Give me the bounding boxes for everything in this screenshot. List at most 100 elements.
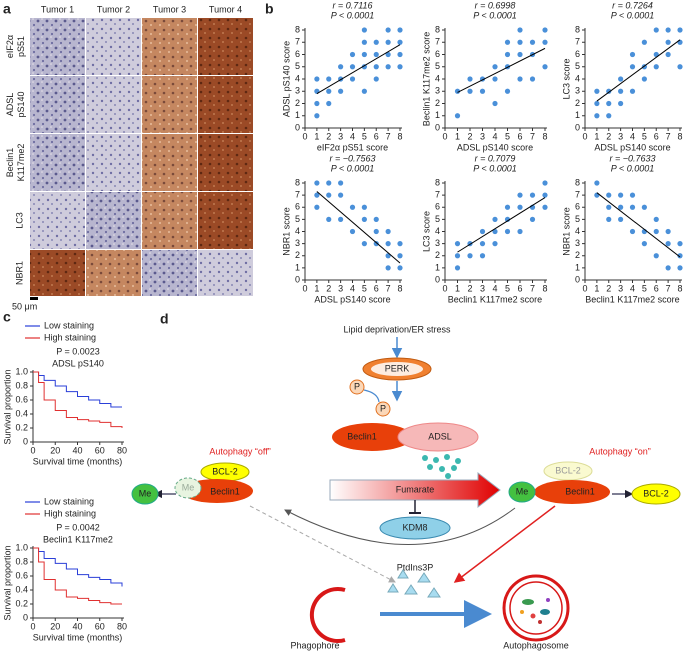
point: [665, 265, 671, 271]
y-tick-label: 0: [575, 122, 580, 132]
ihc-image: [198, 18, 253, 75]
point: [492, 64, 498, 70]
x-tick-label: 1: [455, 283, 460, 293]
point: [361, 51, 367, 58]
x-axis-label: ADSL pS140 score: [314, 294, 390, 304]
x-tick-label: 8: [397, 283, 402, 293]
point: [529, 76, 536, 82]
legend-label: Low staining: [44, 320, 94, 330]
y-tick-label: 8: [435, 24, 440, 34]
point: [606, 113, 612, 119]
y-tick-label: 0.8: [15, 556, 28, 566]
x-tick-label: 6: [517, 131, 522, 141]
x-tick-label: 0: [302, 131, 307, 141]
x-tick-label: 3: [338, 131, 343, 141]
y-tick-label: 8: [575, 177, 580, 187]
x-tick-label: 7: [386, 283, 391, 293]
ihc-image: [198, 192, 253, 249]
ihc-image: [30, 192, 85, 249]
y-tick-label: 6: [435, 202, 440, 212]
y-tick-label: 7: [575, 190, 580, 200]
point: [618, 76, 624, 82]
point: [594, 88, 600, 94]
x-axis-label: Survival time (months): [33, 456, 123, 466]
y-tick-label: 8: [295, 177, 300, 187]
x-tick-label: 7: [530, 283, 535, 293]
x-tick-label: 80: [117, 621, 127, 631]
point: [629, 192, 636, 198]
point: [326, 192, 332, 198]
y-tick-label: 5: [575, 61, 580, 71]
point: [606, 192, 612, 198]
point: [618, 100, 624, 107]
row-label: LC3: [14, 212, 24, 229]
beclin1-node: [332, 423, 412, 451]
point: [397, 265, 403, 271]
ihc-image: [198, 250, 253, 296]
x-tick-label: 2: [467, 283, 472, 293]
row-label: ADSLpS140: [5, 91, 26, 117]
point: [677, 27, 683, 33]
x-tick-label: 8: [542, 131, 547, 141]
point: [653, 228, 659, 235]
y-tick-label: 1: [575, 110, 580, 120]
y-axis-label: Survival proportion: [2, 369, 12, 444]
x-tick-label: 4: [492, 283, 497, 293]
y-tick-label: 1: [435, 110, 440, 120]
point: [665, 39, 671, 45]
column-label: Tumor 1: [41, 4, 74, 14]
y-tick-label: 4: [575, 226, 580, 236]
point: [385, 51, 391, 58]
x-tick-label: 3: [480, 283, 485, 293]
me-ghost: [174, 477, 202, 499]
chart-subtitle: P < 0.0001: [473, 163, 516, 173]
point: [385, 64, 391, 70]
point: [467, 76, 473, 82]
panel-a: a Tumor 1 Tumor 2 Tumor 3 Tumor 4 eIF2αpS51 AD…: [3, 1, 253, 311]
autophagy-off: Autophagy “off”: [209, 446, 270, 456]
x-tick-label: 0: [582, 283, 587, 293]
y-tick-label: 6: [295, 202, 300, 212]
y-tick-label: 3: [295, 238, 300, 248]
point: [492, 76, 498, 82]
bcl2-label: BCL-2: [212, 466, 238, 476]
y-tick-label: 0: [435, 122, 440, 132]
point: [479, 241, 486, 247]
x-tick-label: 5: [642, 283, 647, 293]
y-tick-label: 3: [435, 238, 440, 248]
x-tick-label: 40: [72, 621, 82, 631]
fit-line: [316, 44, 401, 95]
x-axis-label: eIF2α pS51 score: [317, 142, 388, 152]
y-tick-label: 2: [575, 250, 580, 260]
y-tick-label: 2: [295, 250, 300, 260]
beclin1-node: [534, 480, 610, 504]
survival-curve: [33, 547, 122, 605]
point: [397, 51, 403, 58]
ihc-image: [142, 18, 197, 75]
point: [454, 88, 461, 94]
x-tick-label: 7: [666, 131, 671, 141]
perk-highlight: [371, 362, 423, 376]
point: [326, 180, 332, 186]
beclin1-label: Beclin1: [347, 431, 377, 441]
point: [517, 39, 523, 45]
x-tick-label: 0: [442, 283, 447, 293]
y-tick-label: 7: [575, 37, 580, 47]
chart-title: r = −0.7563: [329, 153, 375, 163]
y-tick-label: 7: [295, 37, 300, 47]
fit-line: [457, 47, 546, 93]
point: [314, 113, 320, 119]
point: [517, 204, 523, 210]
point: [361, 204, 367, 210]
y-tick-label: 8: [575, 24, 580, 34]
x-tick-label: 6: [374, 283, 379, 293]
point: [479, 88, 486, 94]
y-tick-label: 7: [435, 190, 440, 200]
me-node: [508, 481, 536, 503]
chart-title: r = 0.7264: [612, 0, 653, 10]
point: [504, 204, 511, 210]
chart-title: r = 0.6998: [475, 0, 516, 10]
y-tick-label: 0: [295, 122, 300, 132]
